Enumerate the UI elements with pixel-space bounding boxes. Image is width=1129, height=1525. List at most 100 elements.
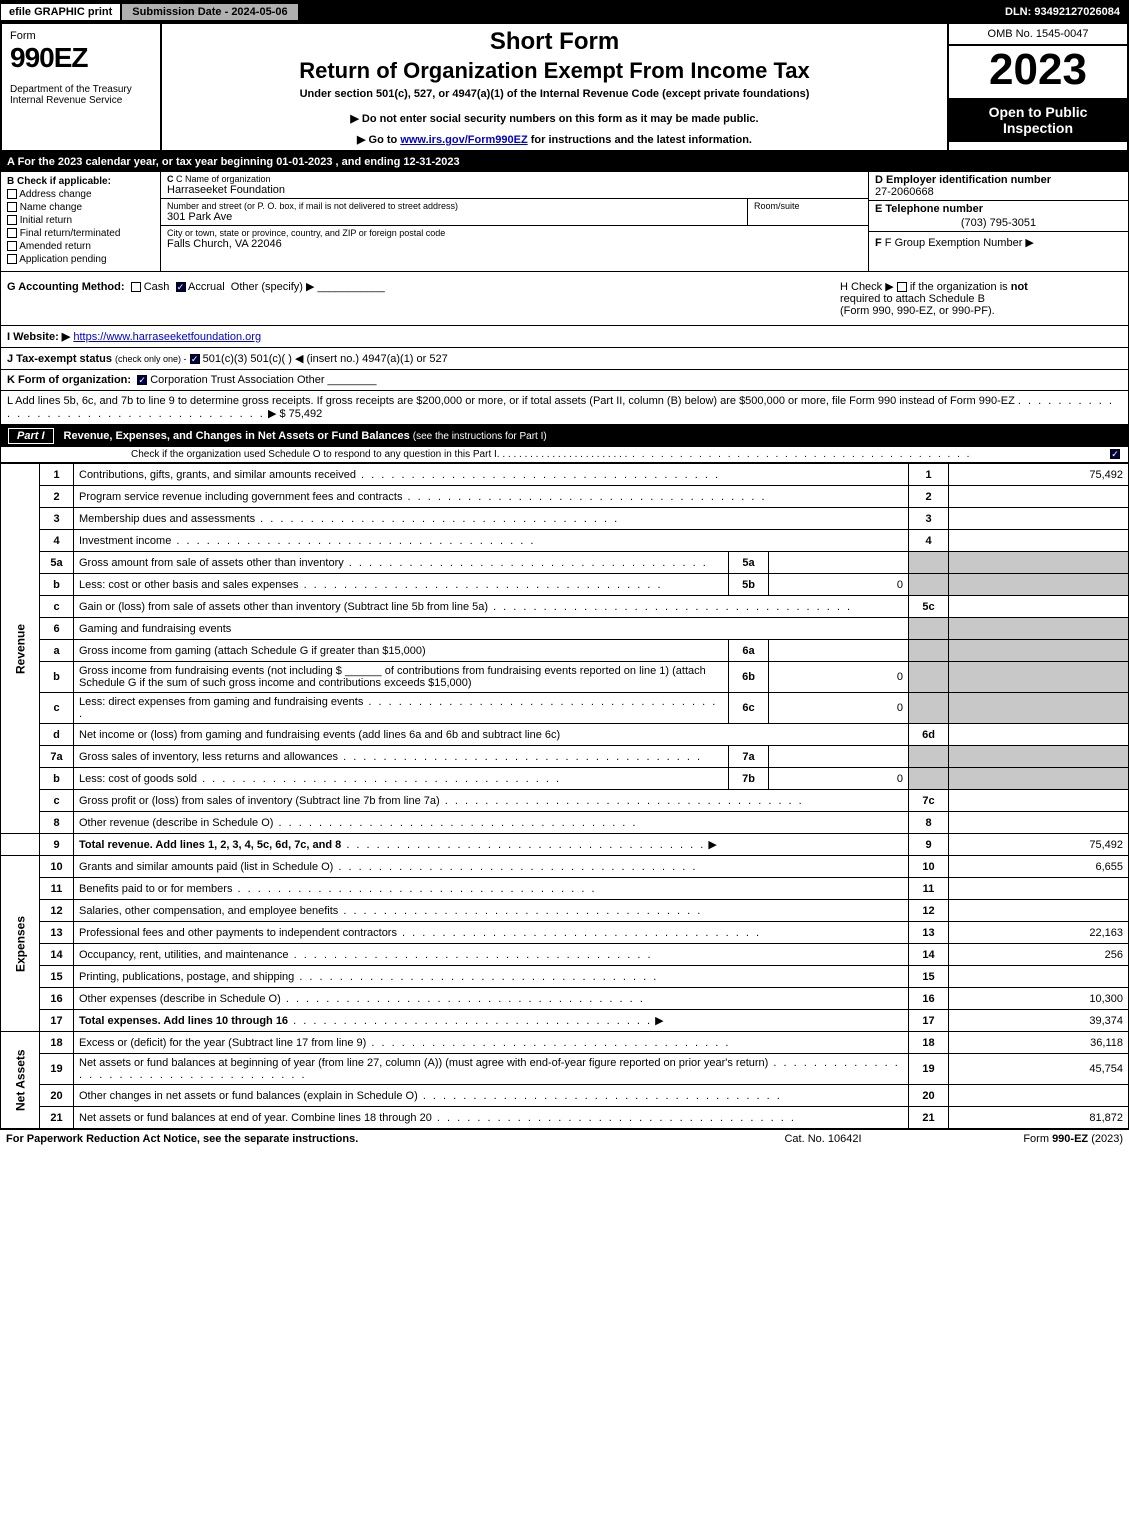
checkbox-icon[interactable]: [131, 282, 141, 292]
tax-year: 2023: [949, 46, 1127, 94]
ld: Net assets or fund balances at end of ye…: [74, 1107, 909, 1129]
checkbox-checked-icon[interactable]: [176, 282, 186, 292]
checkbox-icon: [7, 228, 17, 238]
efile-label[interactable]: efile GRAPHIC print: [1, 4, 122, 20]
irs-link[interactable]: www.irs.gov/Form990EZ: [400, 134, 527, 146]
ld: Occupancy, rent, utilities, and maintena…: [74, 944, 909, 966]
ln: 12: [40, 900, 74, 922]
rv: 45,754: [949, 1054, 1129, 1085]
checkbox-checked-icon[interactable]: [137, 375, 147, 385]
rv: 36,118: [949, 1032, 1129, 1054]
section-def: D Employer identification number 27-2060…: [868, 172, 1128, 271]
rv: [949, 724, 1129, 746]
h-text1: H Check ▶: [840, 281, 894, 293]
line-18: Net Assets 18 Excess or (deficit) for th…: [1, 1032, 1129, 1054]
checkbox-icon[interactable]: [897, 282, 907, 292]
ld: Salaries, other compensation, and employ…: [74, 900, 909, 922]
ln: 5a: [40, 552, 74, 574]
line-6d: d Net income or (loss) from gaming and f…: [1, 724, 1129, 746]
j-label: J Tax-exempt status: [7, 353, 112, 365]
ld: Gross sales of inventory, less returns a…: [74, 746, 729, 768]
sn: 6c: [729, 693, 769, 724]
org-name-box: C C Name of organization Harraseeket Fou…: [161, 172, 868, 199]
header-right: OMB No. 1545-0047 2023 Open to Public In…: [947, 24, 1127, 150]
rn: 11: [909, 878, 949, 900]
h-text5: (Form 990, 990-EZ, or 990-PF).: [840, 305, 995, 317]
opt-initial: Initial return: [20, 215, 72, 226]
row-a-period: A For the 2023 calendar year, or tax yea…: [0, 152, 1129, 172]
dots-filler: . . . . . . . . . . . . . . . . . . . . …: [497, 449, 1100, 460]
rn: 3: [909, 508, 949, 530]
line-14: 14 Occupancy, rent, utilities, and maint…: [1, 944, 1129, 966]
footer-right: Form 990-EZ (2023): [923, 1133, 1123, 1145]
ln: 18: [40, 1032, 74, 1054]
ld: Gross income from fundraising events (no…: [74, 662, 729, 693]
part1-check-text: Check if the organization used Schedule …: [131, 449, 497, 460]
rv: [949, 693, 1129, 724]
chk-final[interactable]: Final return/terminated: [7, 228, 154, 239]
rn: [909, 618, 949, 640]
checkbox-checked-icon[interactable]: [190, 354, 200, 364]
ln: 8: [40, 812, 74, 834]
line-3: 3 Membership dues and assessments 3: [1, 508, 1129, 530]
chk-address-change[interactable]: Address change: [7, 189, 154, 200]
rv: 22,163: [949, 922, 1129, 944]
part1-checkbox[interactable]: [1100, 449, 1120, 460]
ein-value: 27-2060668: [875, 186, 1122, 198]
city-label: City or town, state or province, country…: [167, 228, 862, 238]
rv: 75,492: [949, 464, 1129, 486]
rv: [949, 746, 1129, 768]
checkbox-checked-icon: [1110, 449, 1120, 459]
ln: a: [40, 640, 74, 662]
sn: 6b: [729, 662, 769, 693]
city-value: Falls Church, VA 22046: [167, 238, 862, 250]
ld: Benefits paid to or for members: [74, 878, 909, 900]
rv: [949, 966, 1129, 988]
h-text4: required to attach Schedule B: [840, 293, 985, 305]
section-j: J Tax-exempt status (check only one) - 5…: [0, 348, 1129, 370]
rv: [949, 662, 1129, 693]
sv: [769, 552, 909, 574]
ln: 7a: [40, 746, 74, 768]
header-center: Short Form Return of Organization Exempt…: [162, 24, 947, 150]
name-label: C C Name of organization: [167, 174, 862, 184]
h-not: not: [1011, 281, 1028, 293]
street-value: 301 Park Ave: [167, 211, 741, 223]
room-box: Room/suite: [748, 199, 868, 225]
ln: 16: [40, 988, 74, 1010]
city-box: City or town, state or province, country…: [161, 226, 868, 271]
chk-amended[interactable]: Amended return: [7, 241, 154, 252]
section-c: C C Name of organization Harraseeket Fou…: [161, 172, 868, 271]
form-number: 990EZ: [10, 42, 152, 74]
rn: [909, 574, 949, 596]
line-5a: 5a Gross amount from sale of assets othe…: [1, 552, 1129, 574]
sn: 5b: [729, 574, 769, 596]
g-other: Other (specify) ▶: [231, 281, 315, 293]
line-9: 9 Total revenue. Add lines 1, 2, 3, 4, 5…: [1, 834, 1129, 856]
rn: 18: [909, 1032, 949, 1054]
form-header: Form 990EZ Department of the Treasury In…: [0, 24, 1129, 152]
line-10: Expenses 10 Grants and similar amounts p…: [1, 856, 1129, 878]
website-link[interactable]: https://www.harraseeketfoundation.org: [73, 331, 261, 343]
chk-initial[interactable]: Initial return: [7, 215, 154, 226]
line-13: 13 Professional fees and other payments …: [1, 922, 1129, 944]
chk-pending[interactable]: Application pending: [7, 254, 154, 265]
ln: 10: [40, 856, 74, 878]
ln: 3: [40, 508, 74, 530]
sn: 7b: [729, 768, 769, 790]
i-label: I Website: ▶: [7, 331, 70, 343]
sv: [769, 746, 909, 768]
rn: 7c: [909, 790, 949, 812]
part1-title: Revenue, Expenses, and Changes in Net As…: [64, 430, 410, 442]
section-g: G Accounting Method: Cash Accrual Other …: [7, 280, 832, 317]
rn: 16: [909, 988, 949, 1010]
ln: c: [40, 693, 74, 724]
ld: Total expenses. Add lines 10 through 16: [74, 1010, 909, 1032]
section-h: H Check ▶ if the organization is not req…: [832, 280, 1122, 317]
chk-name-change[interactable]: Name change: [7, 202, 154, 213]
arrow-icon: [655, 1015, 665, 1027]
rn: [909, 693, 949, 724]
rv: [949, 486, 1129, 508]
rv: [949, 640, 1129, 662]
ln: 11: [40, 878, 74, 900]
